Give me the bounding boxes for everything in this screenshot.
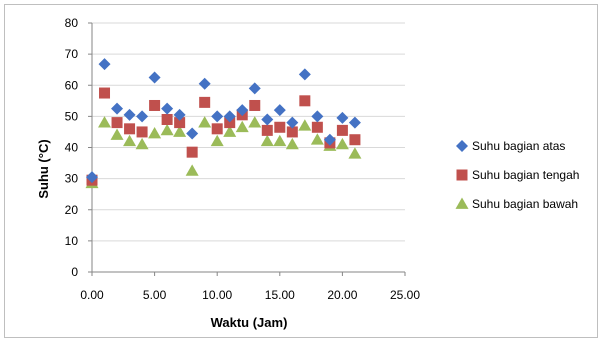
data-point-square: [311, 121, 323, 133]
data-point-diamond: [198, 77, 211, 90]
data-point-diamond: [186, 127, 199, 140]
data-point-triangle: [160, 123, 174, 136]
y-tick-label: 0: [71, 265, 78, 279]
data-point-square: [111, 117, 123, 129]
data-point-diamond: [86, 171, 98, 184]
data-point-square: [199, 96, 211, 108]
legend-label: Suhu bagian bawah: [472, 197, 578, 211]
data-point-diamond: [161, 102, 174, 115]
data-point-triangle: [223, 125, 237, 137]
data-point-triangle: [173, 125, 187, 137]
data-point-square: [224, 117, 236, 129]
data-point-triangle: [123, 134, 137, 147]
data-point-square: [136, 126, 148, 138]
data-point-triangle: [110, 128, 124, 140]
legend-marker-diamond: [456, 140, 468, 152]
axes-layer: [88, 22, 406, 276]
data-point-diamond: [273, 104, 286, 117]
data-point-square: [99, 87, 111, 99]
y-tick-label: 40: [65, 141, 79, 155]
y-tick-label: 30: [65, 172, 79, 186]
data-point-square: [299, 95, 311, 107]
data-point-triangle: [273, 134, 287, 147]
x-tick-label: 0.00: [80, 288, 104, 302]
y-tick-label: 20: [65, 203, 79, 217]
data-point-diamond: [261, 113, 274, 126]
data-point-triangle: [135, 137, 149, 150]
data-point-diamond: [248, 82, 261, 95]
y-tick-label: 70: [65, 47, 79, 61]
data-point-square: [336, 124, 348, 136]
data-point-triangle: [298, 119, 312, 131]
data-point-diamond: [123, 108, 136, 121]
data-point-triangle: [235, 120, 249, 133]
y-tick-label: 50: [65, 109, 79, 123]
y-tick-label: 10: [65, 234, 79, 248]
data-point-triangle: [98, 116, 112, 128]
x-tick-label: 10.00: [202, 288, 232, 302]
x-tick-label: 20.00: [327, 288, 357, 302]
data-point-triangle: [285, 137, 299, 150]
legend-marker-square: [456, 169, 468, 181]
legend-label: Suhu bagian atas: [472, 139, 565, 153]
data-point-triangle: [198, 116, 212, 128]
data-point-triangle: [248, 116, 262, 128]
data-point-square: [211, 123, 223, 135]
y-tick-label: 60: [65, 78, 79, 92]
data-point-square: [286, 126, 298, 138]
data-point-diamond: [323, 133, 336, 146]
data-point-diamond: [136, 110, 149, 123]
data-point-diamond: [211, 110, 224, 123]
data-point-triangle: [348, 147, 362, 159]
data-point-diamond: [336, 111, 349, 124]
data-point-triangle: [310, 133, 324, 145]
legend-marker-triangle: [455, 197, 469, 209]
x-axis-label: Waktu (Jam): [211, 315, 288, 330]
data-point-square: [349, 134, 361, 146]
data-point-diamond: [348, 116, 361, 129]
x-tick-label: 5.00: [143, 288, 167, 302]
data-point-diamond: [98, 58, 111, 71]
data-point-square: [261, 124, 273, 136]
x-tick-labels: 0.00 5.00 10.00 15.00 20.00 25.00: [80, 288, 420, 302]
data-point-triangle: [335, 137, 349, 150]
data-point-diamond: [311, 110, 324, 123]
data-point-square: [186, 146, 198, 158]
data-point-square: [274, 121, 286, 133]
data-points: [85, 58, 362, 189]
data-point-triangle: [148, 126, 162, 139]
data-point-diamond: [286, 116, 299, 129]
y-axis-label: Suhu (°C): [36, 139, 51, 198]
legend: Suhu bagian atas Suhu bagian tengah Suhu b…: [455, 139, 579, 211]
y-tick-label: 80: [65, 16, 79, 30]
data-point-triangle: [260, 134, 274, 147]
y-tick-labels: 0 10 20 30 40 50 60 70 80: [65, 16, 79, 279]
data-point-diamond: [298, 68, 311, 81]
data-point-diamond: [173, 108, 186, 121]
data-point-square: [124, 123, 136, 135]
data-point-diamond: [148, 71, 161, 84]
legend-label: Suhu bagian tengah: [472, 168, 579, 182]
data-point-square: [161, 113, 173, 125]
data-point-square: [149, 99, 161, 111]
data-point-diamond: [236, 104, 249, 117]
data-point-diamond: [223, 110, 236, 123]
x-tick-label: 15.00: [265, 288, 295, 302]
data-point-square: [174, 117, 186, 129]
data-point-diamond: [111, 102, 124, 115]
data-point-triangle: [185, 164, 199, 176]
data-point-square: [249, 99, 261, 111]
data-point-triangle: [210, 134, 224, 147]
x-tick-label: 25.00: [390, 288, 420, 302]
